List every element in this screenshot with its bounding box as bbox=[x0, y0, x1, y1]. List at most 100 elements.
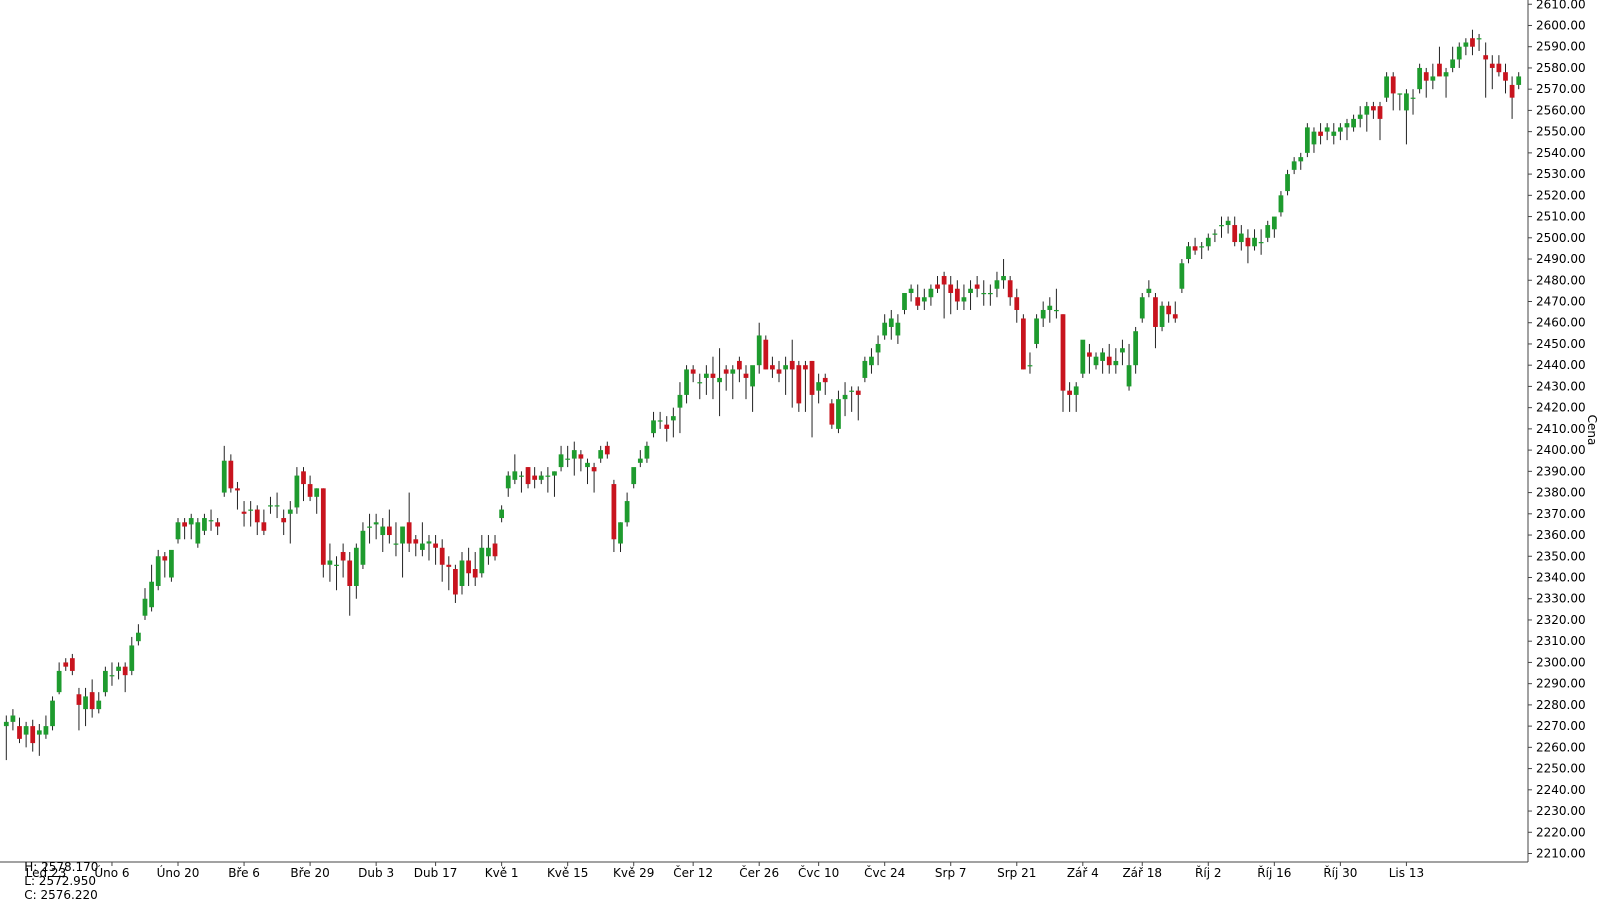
candle-body-down bbox=[525, 467, 531, 485]
candle bbox=[1001, 259, 1006, 289]
candle-body-up bbox=[169, 549, 174, 578]
y-tick-label: 2230.00 bbox=[1536, 804, 1586, 818]
candle-body-down bbox=[241, 511, 247, 514]
candle bbox=[261, 509, 267, 536]
candle bbox=[532, 467, 538, 489]
candle bbox=[215, 518, 221, 536]
candle-body-down bbox=[611, 484, 617, 540]
candle-body-down bbox=[228, 460, 234, 489]
candle bbox=[1153, 292, 1158, 349]
candle bbox=[822, 373, 828, 395]
candle-body-up bbox=[96, 700, 102, 710]
candle bbox=[1232, 216, 1238, 247]
candle-body-up bbox=[1159, 305, 1165, 327]
candle-body-up bbox=[248, 509, 254, 511]
candle bbox=[1126, 343, 1132, 391]
candle-body-down bbox=[439, 547, 445, 565]
candle bbox=[624, 492, 630, 527]
candle-body-up bbox=[558, 454, 564, 468]
candle-body-up bbox=[1443, 72, 1449, 77]
y-tick-label: 2340.00 bbox=[1536, 570, 1586, 584]
candle bbox=[241, 501, 247, 527]
candle-body-down bbox=[1509, 84, 1515, 98]
candle-body-up bbox=[1126, 365, 1132, 387]
ohlc-low: L: 2572.950 bbox=[24, 874, 97, 888]
candle-body-down bbox=[1503, 72, 1508, 81]
candle-body-down bbox=[770, 365, 775, 370]
candle-body-down bbox=[1489, 63, 1495, 68]
candle bbox=[803, 360, 808, 412]
candle-body-down bbox=[1153, 297, 1158, 327]
candle-body-up bbox=[703, 373, 709, 378]
candle-body-up bbox=[188, 518, 194, 525]
candle bbox=[169, 549, 174, 582]
candle-body-up bbox=[1271, 216, 1277, 230]
candle-body-up bbox=[400, 526, 405, 544]
candle-body-up bbox=[1199, 246, 1205, 248]
candle bbox=[1007, 276, 1013, 306]
candle-body-down bbox=[776, 369, 782, 374]
candle bbox=[935, 276, 940, 293]
x-tick-label: Čer 12 bbox=[673, 865, 713, 880]
candle bbox=[1020, 314, 1026, 370]
candle-body-up bbox=[1410, 97, 1416, 99]
candle-body-down bbox=[162, 556, 168, 561]
candle-body-up bbox=[1093, 356, 1099, 366]
candle bbox=[888, 309, 894, 340]
y-tick-label: 2600.00 bbox=[1536, 18, 1586, 32]
candle bbox=[987, 284, 993, 306]
x-tick-label: Bře 20 bbox=[290, 866, 329, 880]
candle-body-up bbox=[1311, 131, 1317, 145]
candle-body-up bbox=[1265, 225, 1271, 238]
candle-body-up bbox=[1238, 233, 1244, 243]
candle bbox=[235, 481, 240, 510]
candle bbox=[353, 543, 359, 599]
x-tick-label: Led 23 bbox=[26, 866, 67, 880]
candle bbox=[96, 692, 102, 714]
candle bbox=[1331, 123, 1337, 145]
candle bbox=[1298, 152, 1304, 170]
candle-body-down bbox=[1437, 63, 1442, 77]
candle-body-down bbox=[578, 454, 584, 459]
candle bbox=[248, 501, 254, 527]
candle bbox=[796, 360, 802, 412]
candle-body-up bbox=[116, 666, 121, 671]
candle-body-up bbox=[1133, 331, 1139, 366]
x-tick-label: Kvě 29 bbox=[613, 866, 654, 880]
candle bbox=[1390, 72, 1396, 111]
candle bbox=[1311, 127, 1317, 153]
candle bbox=[1014, 288, 1020, 323]
candle bbox=[23, 721, 29, 748]
candle bbox=[301, 467, 306, 502]
y-tick-label: 2430.00 bbox=[1536, 379, 1586, 393]
candle bbox=[1338, 123, 1343, 141]
candle-body-down bbox=[737, 360, 742, 370]
candle bbox=[1456, 42, 1462, 68]
candle bbox=[723, 365, 729, 391]
candle bbox=[1040, 301, 1046, 327]
y-tick-label: 2350.00 bbox=[1536, 549, 1586, 563]
candle-body-down bbox=[347, 560, 353, 586]
candle-body-down bbox=[591, 467, 597, 472]
candle bbox=[149, 564, 154, 612]
candle bbox=[1384, 72, 1389, 102]
candle-body-down bbox=[1496, 63, 1502, 73]
candle bbox=[129, 636, 135, 676]
candle-body-down bbox=[796, 365, 802, 404]
candle bbox=[1377, 101, 1383, 141]
candle-body-up bbox=[1357, 114, 1363, 119]
candle-body-up bbox=[882, 322, 888, 336]
candle bbox=[737, 356, 742, 383]
candle-body-up bbox=[1027, 365, 1033, 367]
candle bbox=[836, 390, 841, 434]
candle-body-down bbox=[954, 288, 960, 302]
candle bbox=[1483, 42, 1489, 98]
candle-body-up bbox=[1516, 76, 1522, 85]
candle-body-down bbox=[1232, 225, 1238, 243]
candle-body-up bbox=[1040, 309, 1046, 319]
candle bbox=[604, 441, 610, 459]
candle-body-down bbox=[948, 284, 954, 293]
candle bbox=[611, 479, 617, 553]
candle-body-up bbox=[1073, 386, 1079, 395]
candle bbox=[162, 552, 168, 578]
